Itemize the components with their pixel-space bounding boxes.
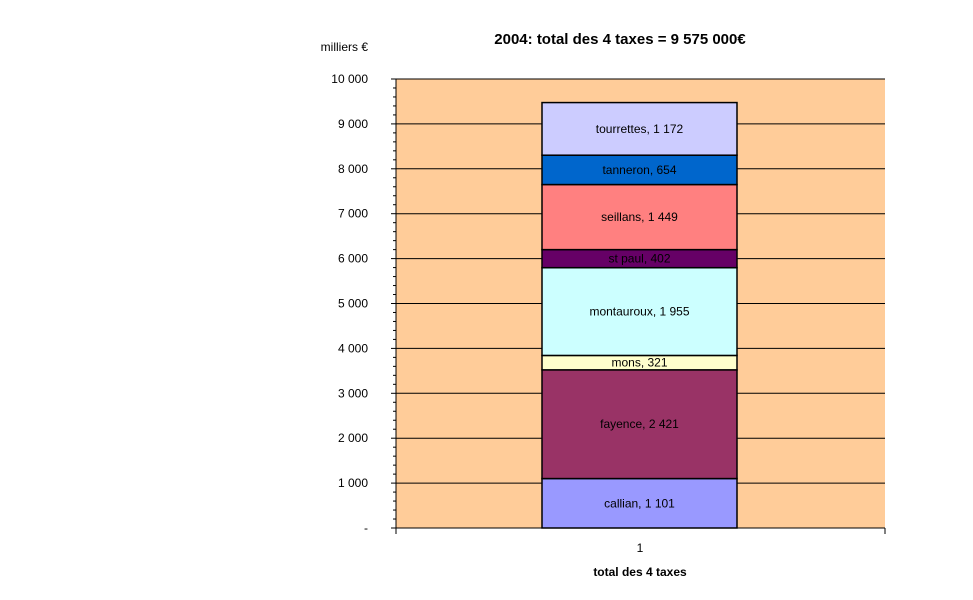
y-tick-label: -: [364, 521, 368, 535]
segment-label-montauroux: montauroux, 1 955: [589, 305, 689, 319]
y-tick-label: 2 000: [338, 431, 368, 445]
x-axis-tick-label: 1: [637, 541, 644, 555]
y-tick-label: 5 000: [338, 297, 368, 311]
x-axis-title: total des 4 taxes: [593, 565, 687, 579]
bar-segment-montauroux: [541, 266, 738, 357]
segment-label-tourrettes: tourrettes, 1 172: [596, 122, 684, 136]
y-axis-tick-labels: - 1 000 2 000 3 000 4 000 5 000 6 000 7 000 8 00…: [331, 72, 368, 535]
y-tick-label: 8 000: [338, 162, 368, 176]
y-tick-label: 9 000: [338, 117, 368, 131]
segment-label-fayence: fayence, 2 421: [600, 417, 679, 431]
axes: [391, 78, 886, 534]
chart-title: 2004: total des 4 taxes = 9 575 000€: [494, 31, 746, 48]
segment-label-st-paul: st paul, 402: [608, 252, 670, 266]
segment-labels: callian, 1 101 fayence, 2 421 mons, 321 mon…: [589, 122, 689, 510]
y-tick-label: 7 000: [338, 207, 368, 221]
y-tick-label: 6 000: [338, 252, 368, 266]
segment-label-tanneron: tanneron, 654: [602, 163, 676, 177]
bar-segment-callian: [541, 477, 738, 529]
bar-segment-tanneron: [541, 154, 738, 186]
bar-segments: [541, 101, 738, 529]
y-tick-label: 10 000: [331, 72, 368, 86]
bar-segment-seillans: [541, 183, 738, 251]
segment-label-mons: mons, 321: [611, 356, 667, 370]
segment-label-callian: callian, 1 101: [604, 496, 675, 510]
y-tick-label: 4 000: [338, 341, 368, 355]
bar-segment-fayence: [541, 369, 738, 480]
segment-label-seillans: seillans, 1 449: [601, 210, 678, 224]
y-tick-label: 1 000: [338, 476, 368, 490]
y-tick-label: 3 000: [338, 386, 368, 400]
bar-segment-tourrettes: [541, 101, 738, 156]
y-axis-unit-label: milliers €: [321, 40, 369, 54]
